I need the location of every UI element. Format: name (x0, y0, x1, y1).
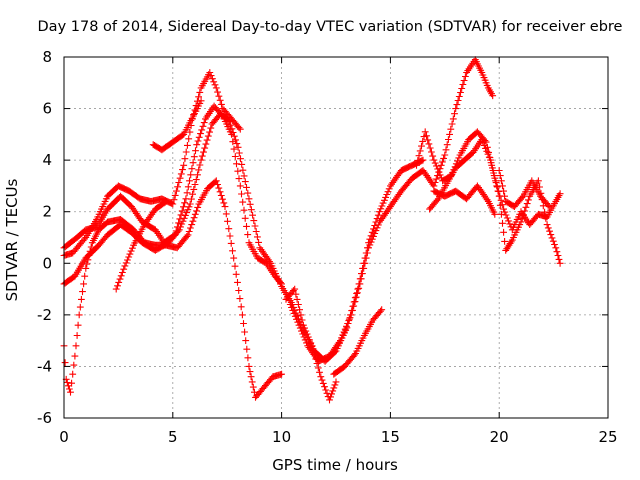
data-point-markers (330, 306, 386, 378)
series-pass-9 (330, 306, 386, 378)
series-pass-13 (495, 167, 553, 210)
chart-title: Day 178 of 2014, Sidereal Day-to-day VTE… (38, 19, 623, 35)
x-tick-label: 15 (381, 428, 400, 446)
data-point-markers (149, 97, 205, 154)
y-tick-label: -6 (37, 409, 52, 427)
y-tick-label: 4 (42, 151, 52, 169)
y-tick-label: 2 (42, 203, 52, 221)
y-tick-label: 6 (42, 100, 52, 118)
y-tick-label: 8 (42, 48, 52, 66)
data-point-markers (112, 198, 170, 293)
y-tick-label: -2 (37, 306, 52, 324)
series-pass-8 (286, 56, 497, 365)
data-point-markers (286, 56, 497, 365)
x-tick-label: 5 (168, 428, 178, 446)
data-point-markers (495, 167, 553, 210)
y-axis-label: SDTVAR / TECUs (3, 178, 21, 301)
ticks: 0 5 10 15 20 25 -6 -4 -2 0 2 4 6 8 (37, 48, 618, 446)
series-pass-11 (426, 136, 564, 267)
data-point-markers (430, 182, 499, 218)
y-tick-label: 0 (42, 254, 52, 272)
y-tick-label: -4 (37, 357, 52, 375)
x-axis-label: GPS time / hours (272, 456, 398, 474)
x-tick-label: 10 (272, 428, 291, 446)
x-tick-label: 0 (59, 428, 69, 446)
data-point-markers (426, 136, 564, 267)
series-pass-6 (149, 97, 205, 154)
plot-frame (63, 56, 609, 419)
series-pass-5 (112, 198, 170, 293)
x-tick-label: 20 (490, 428, 509, 446)
x-tick-label: 25 (598, 428, 617, 446)
series-pass-12 (430, 182, 499, 218)
